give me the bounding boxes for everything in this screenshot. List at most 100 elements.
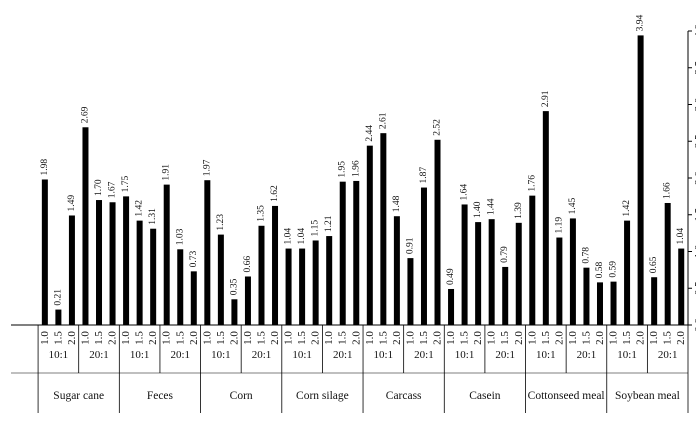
bar-value-label: 1.19 bbox=[554, 217, 564, 234]
category-tick-label: 1.5 bbox=[540, 331, 552, 345]
bar bbox=[96, 200, 103, 325]
category-tick-label: 2.0 bbox=[107, 331, 119, 345]
ratio-label: 20:1 bbox=[252, 349, 272, 361]
category-tick-label: 1.0 bbox=[648, 331, 660, 345]
group-label: Feces bbox=[147, 390, 174, 402]
category-tick-label: 1.5 bbox=[580, 331, 592, 345]
category-tick-label: 1.0 bbox=[39, 331, 51, 345]
category-tick-label: 2.0 bbox=[432, 331, 444, 345]
ratio-label: 10:1 bbox=[617, 349, 637, 361]
bar bbox=[380, 133, 387, 325]
bar-value-label: 1.42 bbox=[622, 200, 632, 217]
category-tick-label: 1.5 bbox=[459, 331, 471, 345]
category-tick-label: 2.0 bbox=[269, 331, 281, 345]
bar-value-label: 1.48 bbox=[392, 195, 402, 212]
bar bbox=[339, 181, 346, 325]
bar bbox=[515, 222, 522, 325]
bar bbox=[55, 309, 62, 325]
bar-value-label: 1.49 bbox=[67, 195, 77, 212]
group-label: Corn bbox=[230, 390, 253, 402]
group-label: Casein bbox=[469, 390, 501, 402]
bar-value-label: 0.35 bbox=[229, 278, 239, 295]
bar bbox=[272, 205, 279, 325]
bar bbox=[407, 258, 414, 325]
category-tick-label: 2.0 bbox=[147, 331, 159, 345]
bar-value-label: 0.59 bbox=[609, 261, 619, 278]
bar bbox=[366, 145, 373, 325]
bar bbox=[123, 196, 130, 325]
bar-value-label: 1.75 bbox=[121, 176, 131, 193]
bar bbox=[651, 277, 658, 325]
bar bbox=[556, 237, 563, 325]
y-tick-label: 3.5 bbox=[693, 60, 696, 74]
group-label: Sugar cane bbox=[53, 390, 104, 402]
bar-value-label: 2.44 bbox=[365, 125, 375, 142]
bar bbox=[231, 299, 238, 325]
category-tick-label: 1.0 bbox=[364, 331, 376, 345]
category-tick-label: 1.5 bbox=[52, 331, 64, 345]
category-tick-label: 1.5 bbox=[215, 331, 227, 345]
category-tick-label: 1.0 bbox=[161, 331, 173, 345]
bar bbox=[678, 248, 685, 325]
bar bbox=[244, 276, 251, 325]
category-tick-label: 1.0 bbox=[242, 331, 254, 345]
group-label: Soybean meal bbox=[615, 390, 680, 402]
bar-value-label: 1.15 bbox=[311, 220, 321, 237]
ratio-label: 20:1 bbox=[658, 349, 678, 361]
category-tick-label: 1.0 bbox=[567, 331, 579, 345]
bar-value-label: 1.40 bbox=[473, 201, 483, 218]
bar bbox=[461, 204, 468, 325]
ratio-label: 10:1 bbox=[292, 349, 312, 361]
bar bbox=[664, 202, 671, 325]
bar bbox=[488, 219, 495, 325]
y-tick-label: 2.0 bbox=[693, 171, 696, 185]
ratio-label: 20:1 bbox=[170, 349, 190, 361]
bar-value-label: 3.94 bbox=[636, 15, 646, 32]
category-tick-label: 1.0 bbox=[120, 331, 132, 345]
bar-value-label: 0.66 bbox=[243, 256, 253, 273]
y-tick-label: 0.0 bbox=[693, 318, 696, 332]
category-tick-label: 1.5 bbox=[93, 331, 105, 345]
bar-value-label: 1.42 bbox=[135, 200, 145, 217]
ratio-label: 10:1 bbox=[374, 349, 394, 361]
category-tick-label: 2.0 bbox=[188, 331, 200, 345]
bar-value-label: 1.44 bbox=[487, 198, 497, 215]
ratio-label: 10:1 bbox=[536, 349, 556, 361]
bar bbox=[190, 271, 197, 325]
bar-value-label: 0.78 bbox=[581, 247, 591, 264]
bar bbox=[434, 139, 441, 325]
bar bbox=[326, 236, 333, 325]
bar-value-label: 0.91 bbox=[405, 237, 415, 254]
bar-value-label: 1.66 bbox=[663, 182, 673, 199]
category-tick-label: 1.5 bbox=[377, 331, 389, 345]
category-tick-label: 1.0 bbox=[404, 331, 416, 345]
category-tick-label: 1.0 bbox=[323, 331, 335, 345]
bar-value-label: 1.31 bbox=[148, 208, 158, 225]
category-tick-label: 1.0 bbox=[79, 331, 91, 345]
bar bbox=[299, 248, 306, 325]
category-tick-label: 2.0 bbox=[228, 331, 240, 345]
category-tick-label: 2.0 bbox=[391, 331, 403, 345]
category-tick-label: 2.0 bbox=[66, 331, 78, 345]
chart-content: 0.00.51.01.52.02.53.03.54.01.042.01.661.… bbox=[11, 15, 696, 413]
bar-value-label: 1.21 bbox=[324, 215, 334, 232]
category-tick-label: 2.0 bbox=[310, 331, 322, 345]
category-tick-label: 1.5 bbox=[174, 331, 186, 345]
bar bbox=[68, 215, 75, 325]
ratio-label: 10:1 bbox=[455, 349, 475, 361]
bar-value-label: 1.91 bbox=[162, 164, 172, 181]
bar bbox=[475, 222, 482, 325]
ratio-label: 20:1 bbox=[577, 349, 597, 361]
group-label: Carcass bbox=[386, 390, 422, 402]
bar bbox=[204, 180, 211, 325]
y-tick-label: 0.5 bbox=[693, 281, 696, 295]
category-tick-label: 1.5 bbox=[662, 331, 674, 345]
bar-value-label: 1.23 bbox=[216, 214, 226, 231]
ratio-label: 20:1 bbox=[495, 349, 515, 361]
bar bbox=[150, 228, 157, 325]
bar-value-label: 0.65 bbox=[649, 256, 659, 273]
bar bbox=[502, 266, 509, 325]
bar bbox=[312, 240, 319, 325]
bar-value-label: 1.45 bbox=[568, 198, 578, 215]
bar bbox=[177, 249, 184, 325]
